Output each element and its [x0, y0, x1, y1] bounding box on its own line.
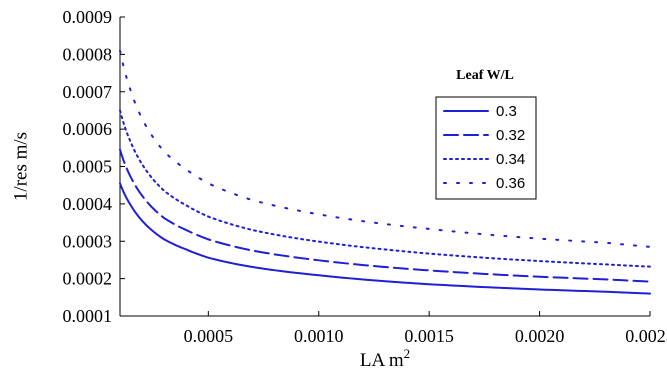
axes: 0.0001 0.0002 0.0003 0.0004 0.0005 0.0006 0.00… — [63, 7, 667, 346]
legend-label: 0.34 — [496, 151, 525, 168]
x-tick-label: 0.0015 — [404, 326, 454, 346]
legend: Leaf W/L 0.3 0.32 0.34 0.36 — [436, 68, 536, 199]
series-group — [120, 51, 650, 294]
x-tick-label: 0.0005 — [184, 326, 234, 346]
x-axis-title-superscript: 2 — [404, 346, 411, 361]
y-tick-label: 0.0004 — [63, 194, 113, 214]
series-line-0-36 — [120, 51, 650, 247]
y-tick-label: 0.0001 — [63, 306, 113, 326]
y-tick-label: 0.0007 — [63, 82, 113, 102]
series-line-0-34 — [120, 110, 650, 266]
y-tick-label: 0.0005 — [63, 157, 113, 177]
legend-label: 0.32 — [496, 127, 525, 144]
y-tick-label: 0.0002 — [63, 269, 113, 289]
legend-label: 0.36 — [496, 175, 525, 192]
y-axis-title: 1/res m/s — [10, 132, 31, 201]
series-line-0-3 — [120, 183, 650, 293]
x-axis-title: LA m2 — [360, 346, 410, 371]
legend-title: Leaf W/L — [456, 68, 514, 83]
y-tick-label: 0.0006 — [63, 119, 113, 139]
x-tick-label: 0.0010 — [294, 326, 344, 346]
y-tick-label: 0.0003 — [63, 231, 113, 251]
legend-label: 0.3 — [496, 103, 517, 120]
y-tick-label: 0.0008 — [63, 44, 113, 64]
x-tick-label: 0.0020 — [515, 326, 565, 346]
x-tick-label: 0.0025 — [625, 326, 667, 346]
y-tick-label: 0.0009 — [63, 7, 113, 27]
